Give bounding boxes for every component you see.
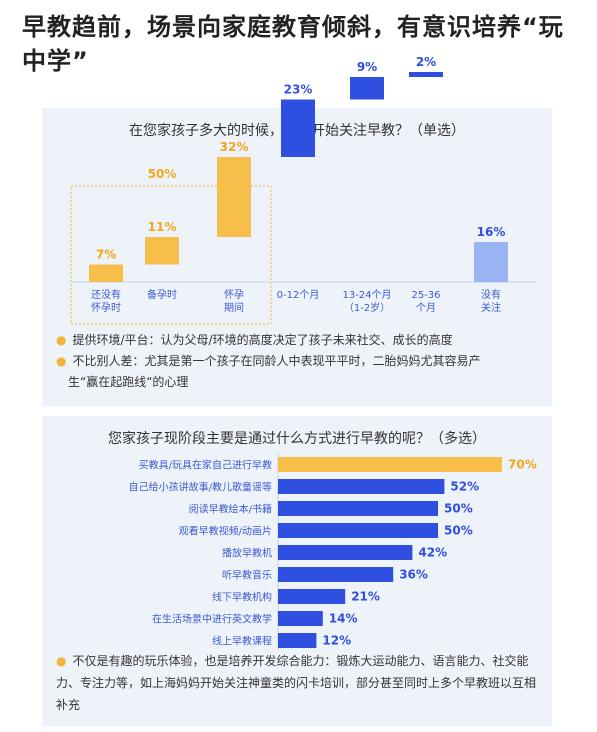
tick-label: 怀孕时 — [91, 302, 121, 314]
bullet-continuation: 生“赢在起跑线“的心理 — [68, 375, 189, 389]
bullet-item: ● 不仅是有趣的玩乐体验，也是培养开发综合能力：锻炼大运动能力、语言能力、社交能力… — [56, 654, 537, 712]
bar — [278, 545, 413, 560]
data-label: 11% — [148, 220, 177, 234]
bar — [281, 99, 315, 157]
bar — [278, 589, 346, 604]
data-label: 36% — [399, 568, 428, 582]
bar — [278, 501, 438, 516]
category-label: 听早教音乐 — [222, 569, 272, 582]
data-label: 50% — [444, 524, 473, 538]
tick-label: 还没有 — [91, 288, 121, 301]
tick-label: （1-2岁） — [344, 301, 390, 314]
group-label: 50% — [148, 167, 177, 181]
category-label: 阅读早教绘本/书籍 — [189, 503, 272, 516]
group-box — [70, 185, 272, 325]
tick-label: 个月 — [416, 302, 436, 314]
tick-label: 13-24个月 — [342, 289, 391, 301]
data-label: 70% — [508, 458, 537, 472]
chart-title: 您家孩子现阶段主要是通过什么方式进行早教的呢？（多选） — [108, 431, 486, 447]
data-label: 7% — [96, 248, 116, 262]
category-label: 播放早教机 — [222, 547, 272, 560]
category-label: 线下早教机构 — [212, 591, 272, 604]
bar — [278, 633, 317, 648]
bar — [278, 611, 323, 626]
bullet-dot-icon: ● — [56, 354, 67, 368]
data-label: 52% — [450, 480, 479, 494]
bar — [217, 157, 251, 237]
data-label: 23% — [284, 83, 313, 97]
bar — [350, 77, 384, 100]
page-title: 早教趋前，场景向家庭教育倾斜，有意识培养“玩中学” — [22, 13, 564, 75]
bar — [409, 72, 443, 77]
bar — [278, 479, 445, 494]
bar — [474, 242, 508, 282]
category-label: 在生活场景中进行英文教学 — [152, 613, 272, 626]
bullet-item: ● 不比别人差：尤其是第一个孩子在同龄人中表现平平时，二胎妈妈尤其容易产 — [56, 354, 481, 368]
data-label: 32% — [220, 140, 249, 154]
tick-label: 25-36 — [411, 290, 440, 301]
category-label: 自己给小孩讲故事/教儿歌童谣等 — [129, 481, 272, 494]
data-label: 9% — [357, 60, 377, 74]
data-label: 50% — [444, 502, 473, 516]
category-label: 观看早教视频/动画片 — [179, 525, 272, 538]
tick-label: 备孕时 — [147, 288, 177, 301]
bullet-dot-icon: ● — [56, 333, 67, 347]
bar — [278, 567, 394, 582]
category-label: 买教具/玩具在家自己进行早教 — [139, 459, 272, 472]
horizontal-bar-chart: 买教具/玩具在家自己进行早教 70% 自己给小孩讲故事/教儿歌童谣等 52% 阅读早教绘… — [129, 453, 537, 651]
bar — [145, 237, 179, 265]
bar — [278, 523, 438, 538]
bar — [89, 264, 123, 282]
chart-panel-methods: 您家孩子现阶段主要是通过什么方式进行早教的呢？（多选） 买教具/玩具在家自己进行… — [42, 416, 552, 726]
category-label: 线上早教课程 — [212, 635, 272, 648]
data-label: 14% — [329, 612, 358, 626]
bar — [278, 457, 502, 472]
tick-label: 怀孕 — [224, 289, 244, 301]
chart-panel-age: 在您家孩子多大的时候，您就开始关注早教？（单选） 50%7%还没有怀孕时11%备… — [42, 55, 552, 406]
data-label: 12% — [322, 634, 351, 648]
tick-label: 0-12个月 — [277, 289, 320, 301]
bullet-item: ● 提供环境/平台：认为父母/环境的高度决定了孩子未来社交、成长的高度 — [56, 333, 453, 347]
data-label: 21% — [351, 590, 380, 604]
bullet-dot-icon: ● — [56, 654, 67, 668]
tick-label: 期间 — [224, 301, 244, 314]
data-label: 2% — [416, 55, 436, 69]
data-label: 42% — [418, 546, 447, 560]
tick-label: 关注 — [481, 301, 501, 314]
data-label: 16% — [477, 225, 506, 239]
tick-label: 没有 — [481, 288, 501, 301]
